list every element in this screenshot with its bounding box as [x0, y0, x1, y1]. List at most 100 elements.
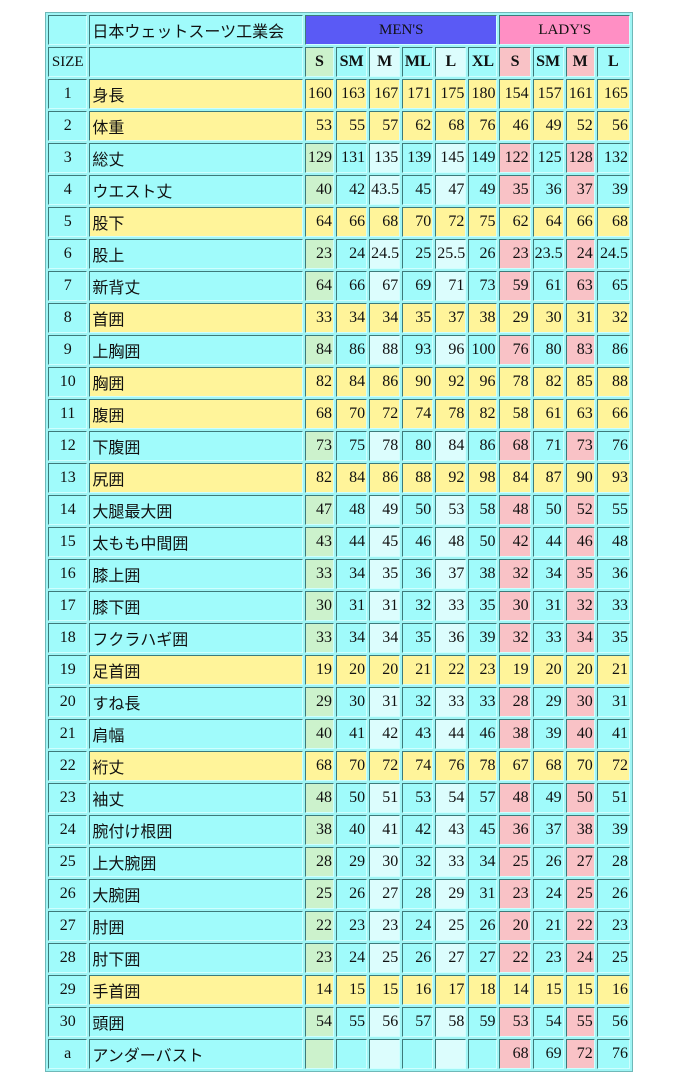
value-cell: 56 [369, 1007, 401, 1037]
value-cell: 28 [499, 687, 531, 717]
value-cell: 14 [304, 975, 335, 1005]
measurement-name: 膝上囲 [89, 559, 303, 589]
value-cell: 88 [369, 335, 401, 365]
measurement-name: 尻囲 [89, 463, 303, 493]
table-row: a アンダーバスト 68 69 72 76 [48, 1039, 630, 1069]
measurement-name: 上胸囲 [89, 335, 303, 365]
value-cell: 20 [499, 911, 531, 941]
row-number: 12 [48, 431, 88, 461]
value-cell: 27 [435, 943, 467, 973]
value-cell: 64 [304, 207, 335, 237]
value-cell: 56 [596, 1007, 630, 1037]
value-cell: 54 [532, 1007, 564, 1037]
size-header-row: SIZE S SM M ML L XL S SM M L [48, 47, 630, 77]
value-cell: 74 [402, 751, 434, 781]
table-row: 10 胸囲 82 84 86 90 92 96 78 82 85 88 [48, 367, 630, 397]
value-cell: 30 [565, 687, 595, 717]
organization-name: 日本ウェットスーツ工業会 [89, 15, 303, 45]
value-cell: 52 [565, 495, 595, 525]
value-cell: 82 [304, 463, 335, 493]
value-cell [369, 1039, 401, 1069]
value-cell: 161 [565, 79, 595, 109]
value-cell: 53 [435, 495, 467, 525]
value-cell: 55 [336, 1007, 368, 1037]
value-cell: 45 [369, 527, 401, 557]
row-number: 19 [48, 655, 88, 685]
value-cell: 23 [499, 239, 531, 269]
value-cell: 73 [468, 271, 498, 301]
value-cell: 41 [596, 719, 630, 749]
value-cell: 31 [532, 591, 564, 621]
value-cell: 24 [336, 943, 368, 973]
value-cell: 75 [336, 431, 368, 461]
value-cell: 32 [596, 303, 630, 333]
value-cell: 22 [565, 911, 595, 941]
value-cell: 24.5 [596, 239, 630, 269]
table-row: 11 腹囲 68 70 72 74 78 82 58 61 63 66 [48, 399, 630, 429]
row-number: 30 [48, 1007, 88, 1037]
table-row: 17 膝下囲 30 31 31 32 33 35 30 31 32 33 [48, 591, 630, 621]
size-column-lady-m: M [565, 47, 595, 77]
value-cell: 35 [369, 559, 401, 589]
size-column-men-l: L [435, 47, 467, 77]
value-cell: 67 [369, 271, 401, 301]
value-cell: 55 [596, 495, 630, 525]
value-cell: 48 [304, 783, 335, 813]
table-row: 19 足首囲 19 20 20 21 22 23 19 20 20 21 [48, 655, 630, 685]
measurement-name: 総丈 [89, 143, 303, 173]
value-cell: 50 [336, 783, 368, 813]
value-cell: 167 [369, 79, 401, 109]
size-column-men-m: M [369, 47, 401, 77]
value-cell: 55 [565, 1007, 595, 1037]
value-cell: 49 [532, 783, 564, 813]
value-cell: 24 [565, 943, 595, 973]
value-cell: 36 [499, 815, 531, 845]
value-cell: 78 [499, 367, 531, 397]
value-cell: 21 [596, 655, 630, 685]
value-cell: 24 [565, 239, 595, 269]
value-cell: 58 [435, 1007, 467, 1037]
value-cell: 52 [565, 111, 595, 141]
value-cell: 37 [435, 303, 467, 333]
row-number: 16 [48, 559, 88, 589]
measurement-name: 肘囲 [89, 911, 303, 941]
value-cell: 23 [532, 943, 564, 973]
value-cell: 70 [336, 751, 368, 781]
measurement-name: 下腹囲 [89, 431, 303, 461]
value-cell: 40 [304, 175, 335, 205]
value-cell: 24 [532, 879, 564, 909]
value-cell: 49 [369, 495, 401, 525]
value-cell: 27 [565, 847, 595, 877]
table-row: 27 肘囲 22 23 23 24 25 26 20 21 22 23 [48, 911, 630, 941]
measurement-name: 頭囲 [89, 1007, 303, 1037]
value-cell: 32 [499, 623, 531, 653]
value-cell: 33 [532, 623, 564, 653]
value-cell [468, 1039, 498, 1069]
value-cell: 34 [336, 559, 368, 589]
value-cell: 57 [468, 783, 498, 813]
row-number: 8 [48, 303, 88, 333]
value-cell: 31 [369, 687, 401, 717]
table-row: 6 股上 23 24 24.5 25 25.5 26 23 23.5 24 24.5 [48, 239, 630, 269]
value-cell: 33 [435, 687, 467, 717]
row-number: 5 [48, 207, 88, 237]
value-cell: 68 [499, 1039, 531, 1069]
value-cell: 20 [336, 655, 368, 685]
value-cell: 68 [369, 207, 401, 237]
value-cell: 163 [336, 79, 368, 109]
table-row: 5 股下 64 66 68 70 72 75 62 64 66 68 [48, 207, 630, 237]
value-cell: 33 [435, 847, 467, 877]
value-cell: 26 [468, 911, 498, 941]
value-cell: 66 [336, 271, 368, 301]
measurement-name: 手首囲 [89, 975, 303, 1005]
value-cell: 33 [435, 591, 467, 621]
table-row: 28 肘下囲 23 24 25 26 27 27 22 23 24 25 [48, 943, 630, 973]
value-cell: 30 [532, 303, 564, 333]
value-cell: 19 [499, 655, 531, 685]
value-cell: 67 [499, 751, 531, 781]
value-cell: 28 [596, 847, 630, 877]
measurement-name: 裄丈 [89, 751, 303, 781]
value-cell: 28 [402, 879, 434, 909]
value-cell: 39 [596, 175, 630, 205]
value-cell: 66 [596, 399, 630, 429]
